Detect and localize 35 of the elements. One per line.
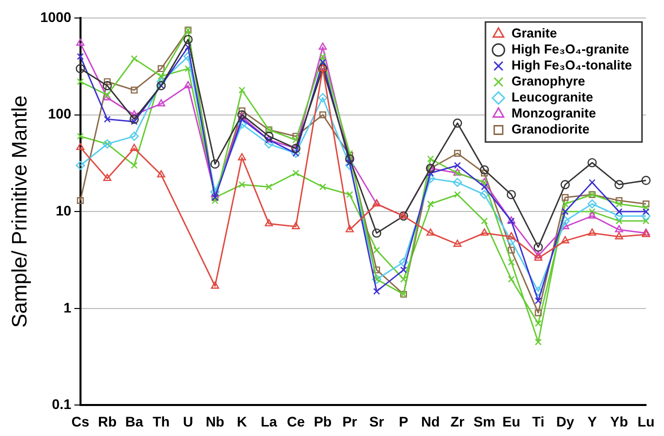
y-axis-title: Sample/ Primitive Mantle — [8, 95, 32, 328]
x-tick-label: Nb — [206, 413, 224, 430]
x-tick-label: Sr — [369, 413, 385, 430]
legend-label: Monzogranite — [511, 106, 596, 121]
x-tick-label: Lu — [637, 413, 655, 430]
legend-label: Granite — [511, 26, 557, 41]
x-tick-label: La — [260, 413, 278, 430]
y-tick-label: 0.1 — [52, 396, 72, 412]
x-tick-label: P — [398, 413, 408, 430]
legend-label: Leucogranite — [511, 90, 594, 105]
y-tick-label: 100 — [48, 106, 72, 122]
x-tick-label: K — [236, 413, 248, 430]
y-tick-label: 1 — [64, 299, 72, 316]
y-tick-label: 1000 — [40, 8, 72, 25]
legend-label: High Fe₃O₄-tonalite — [511, 58, 632, 73]
x-tick-label: Cs — [71, 413, 90, 430]
x-tick-label: Yb — [610, 413, 628, 430]
legend-label: High Fe₃O₄-granite — [511, 42, 630, 57]
x-tick-label: Sm — [473, 413, 496, 430]
x-tick-label: Ce — [286, 413, 305, 430]
x-tick-label: Y — [587, 413, 598, 430]
x-tick-label: Ba — [125, 413, 144, 430]
y-tick-label: 10 — [56, 202, 72, 218]
x-tick-label: Ti — [532, 413, 544, 430]
x-tick-label: Zr — [450, 413, 465, 430]
x-tick-label: Eu — [502, 413, 520, 430]
x-tick-label: Dy — [556, 413, 574, 430]
legend-label: Granophyre — [511, 74, 586, 89]
x-tick-label: Pr — [342, 413, 358, 430]
x-tick-label: U — [183, 413, 194, 430]
x-tick-label: Th — [152, 413, 170, 430]
x-tick-label: Nd — [421, 413, 440, 430]
x-tick-label: Rb — [98, 413, 117, 430]
x-tick-label: Pb — [314, 413, 332, 430]
legend-label: Granodiorite — [511, 122, 590, 137]
